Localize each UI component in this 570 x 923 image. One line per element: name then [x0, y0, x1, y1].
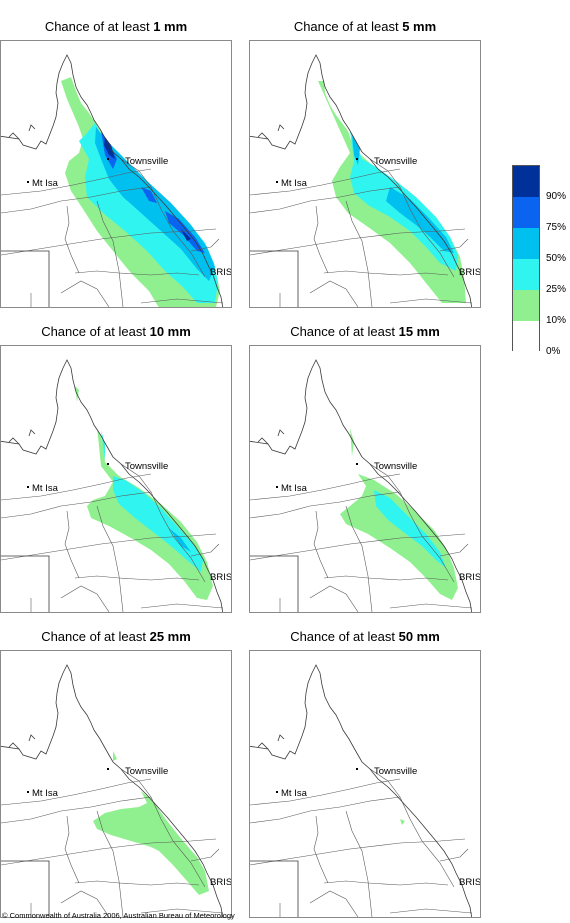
panel-title: Chance of at least 5 mm [293, 19, 437, 34]
label-mt-isa: Mt Isa [32, 483, 59, 494]
coastline [1, 54, 224, 307]
rainfall-map-5mm: Townsville Mt Isa BRIS [249, 40, 481, 308]
town-markers: Townsville Mt Isa BRIS [27, 766, 231, 888]
region-borders [1, 463, 224, 612]
label-mt-isa: Mt Isa [32, 788, 59, 799]
panel-title: Chance of at least 50 mm [290, 629, 440, 644]
rainfall-shading [318, 81, 466, 303]
border-box [1, 860, 50, 917]
town-markers: Townsville Mt Isa BRIS [27, 156, 231, 278]
copyright-notice: © Commonwealth of Australia 2006, Austra… [2, 911, 235, 920]
rainfall-map-10mm: Townsville Mt Isa BRIS [0, 345, 232, 613]
label-mt-isa: Mt Isa [281, 483, 308, 494]
border-box [250, 555, 299, 612]
probability-legend: 90% 75% 50% 25% 10% 0% [512, 165, 568, 360]
region-borders [250, 768, 473, 917]
rainfall-map-50mm: Townsville Mt Isa BRIS [249, 650, 481, 918]
legend-swatch-75 [513, 197, 539, 228]
rainfall-map-25mm: Townsville Mt Isa BRIS [0, 650, 232, 918]
town-markers: Townsville Mt Isa BRIS [276, 461, 480, 583]
border-box [1, 555, 50, 612]
town-markers: Townsville Mt Isa BRIS [276, 766, 480, 888]
rainfall-shading [340, 428, 458, 600]
coastline [250, 664, 473, 917]
label-townsville: Townsville [125, 766, 168, 777]
label-brisbane: BRIS [459, 877, 480, 888]
label-townsville: Townsville [125, 156, 168, 167]
coastline [250, 54, 473, 307]
legend-swatch-0 [513, 321, 539, 352]
legend-label-90: 90% [546, 191, 567, 202]
town-markers: Townsville Mt Isa BRIS [276, 156, 480, 278]
coastline [1, 359, 224, 612]
label-brisbane: BRIS [210, 267, 231, 278]
legend-label-25: 25% [546, 284, 567, 295]
border-box [250, 250, 299, 307]
legend-swatch-50 [513, 228, 539, 259]
legend-swatch-25 [513, 259, 539, 290]
label-townsville: Townsville [125, 461, 168, 472]
panel-title: Chance of at least 25 mm [41, 629, 191, 644]
town-markers: Townsville Mt Isa BRIS [27, 461, 231, 583]
label-townsville: Townsville [374, 766, 417, 777]
border-box [250, 860, 299, 917]
region-borders [250, 463, 473, 612]
region-borders [1, 158, 224, 307]
region-borders [250, 158, 473, 307]
legend-swatch-90 [513, 166, 539, 197]
label-brisbane: BRIS [210, 877, 231, 888]
rainfall-shading [400, 819, 405, 825]
legend-swatch-10 [513, 290, 539, 321]
label-mt-isa: Mt Isa [32, 178, 59, 189]
label-brisbane: BRIS [459, 572, 480, 583]
legend-label-75: 75% [546, 222, 567, 233]
coastline [250, 359, 473, 612]
label-townsville: Townsville [374, 156, 417, 167]
rainfall-map-15mm: Townsville Mt Isa BRIS [249, 345, 481, 613]
label-mt-isa: Mt Isa [281, 178, 308, 189]
panel-title: Chance of at least 15 mm [290, 324, 440, 339]
rainfall-map-1mm: Townsville Mt Isa BRIS [0, 40, 232, 308]
border-box [1, 250, 50, 307]
legend-color-bar [512, 165, 540, 352]
rainfall-shading [93, 751, 209, 895]
label-mt-isa: Mt Isa [281, 788, 308, 799]
legend-label-50: 50% [546, 253, 567, 264]
label-townsville: Townsville [374, 461, 417, 472]
region-borders [1, 768, 224, 917]
label-brisbane: BRIS [210, 572, 231, 583]
rainfall-shading [61, 77, 220, 307]
label-brisbane: BRIS [459, 267, 480, 278]
legend-label-0: 0% [546, 346, 561, 357]
legend-label-10: 10% [546, 315, 567, 326]
panel-title: Chance of at least 10 mm [41, 324, 191, 339]
coastline [1, 664, 224, 917]
panel-title: Chance of at least 1 mm [44, 19, 188, 34]
